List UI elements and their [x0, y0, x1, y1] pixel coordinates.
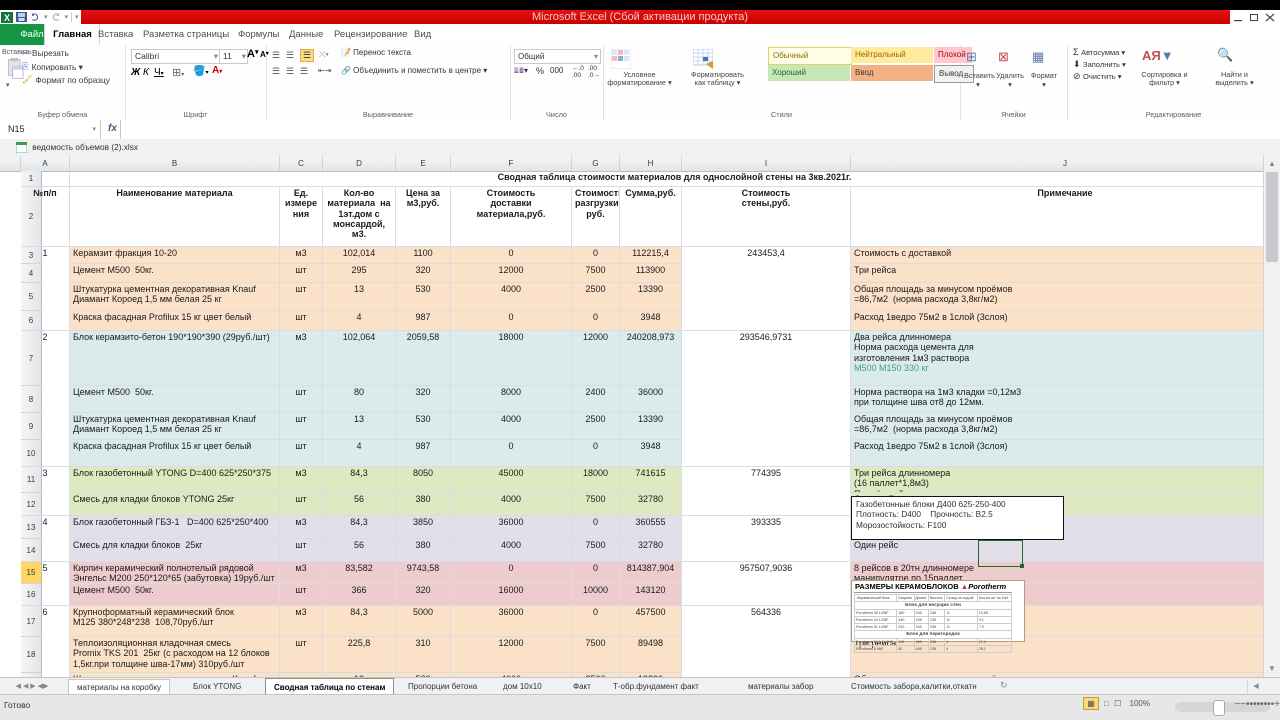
svg-text:X: X: [4, 13, 10, 23]
